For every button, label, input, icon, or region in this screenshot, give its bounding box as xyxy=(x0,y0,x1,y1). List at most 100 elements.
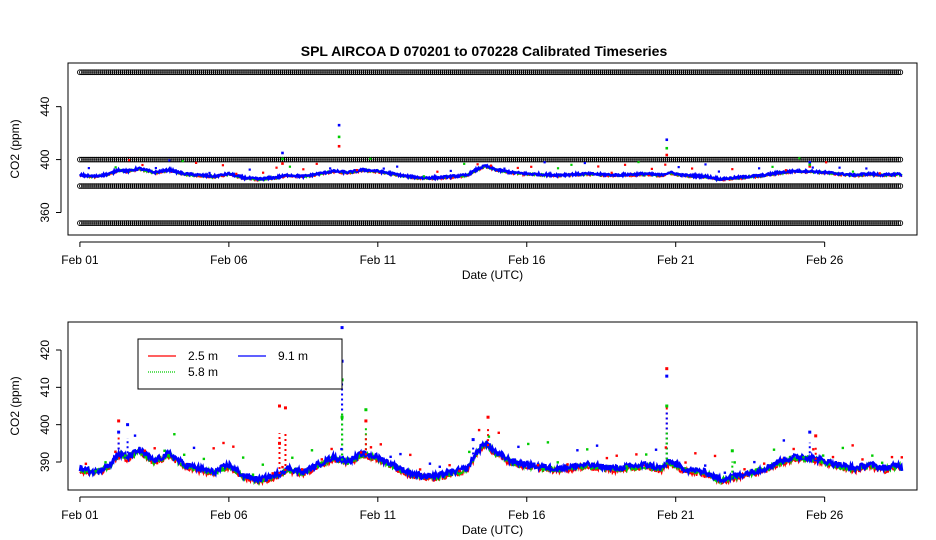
calibration-point xyxy=(340,220,347,226)
excursion-point xyxy=(202,457,206,461)
calibration-point xyxy=(320,156,326,163)
calibration-point xyxy=(879,183,885,189)
calibration-point xyxy=(447,69,454,76)
calibration-point xyxy=(897,69,904,76)
excursion-point xyxy=(340,447,343,451)
calibration-point xyxy=(769,69,776,76)
calibration-point xyxy=(360,156,367,163)
calibration-point xyxy=(885,220,892,226)
calibration-point xyxy=(828,69,835,76)
calibration-point xyxy=(771,220,778,226)
calibration-point xyxy=(332,156,339,163)
calibration-point xyxy=(711,183,717,189)
calibration-point xyxy=(194,183,201,189)
calibration-point xyxy=(646,183,652,189)
excursion-point xyxy=(583,161,586,165)
calibration-point xyxy=(101,69,108,76)
calibration-point xyxy=(322,156,328,163)
excursion-point xyxy=(104,461,107,464)
x-tick-label: Feb 11 xyxy=(360,508,397,522)
calibration-point xyxy=(579,156,586,163)
calibration-point xyxy=(174,156,180,163)
calibration-point xyxy=(194,69,201,76)
calibration-point xyxy=(632,156,638,163)
excursion-point xyxy=(251,473,255,476)
calibration-point xyxy=(711,220,717,226)
calibration-point xyxy=(662,183,669,189)
calibration-point xyxy=(544,69,551,76)
calibration-point xyxy=(777,220,784,226)
calibration-point xyxy=(316,220,322,226)
calibration-point xyxy=(222,69,229,76)
calibration-point xyxy=(472,220,478,226)
calibration-point xyxy=(137,69,144,76)
calibration-point xyxy=(565,156,571,163)
calibration-point xyxy=(713,69,719,76)
calibration-point xyxy=(658,156,665,163)
calibration-point xyxy=(403,220,409,226)
calibration-point xyxy=(237,69,243,76)
calibration-point xyxy=(386,183,393,189)
calibration-point xyxy=(322,220,328,226)
calibration-point xyxy=(577,69,584,76)
calibration-point xyxy=(368,220,375,226)
calibration-point xyxy=(733,69,740,76)
calibration-point xyxy=(828,156,835,163)
spike-point xyxy=(665,146,669,150)
calibration-point xyxy=(143,156,150,163)
calibration-point xyxy=(81,183,87,189)
calibration-point xyxy=(336,69,343,76)
calibration-point xyxy=(522,156,529,163)
calibration-point xyxy=(579,69,586,76)
calibration-point xyxy=(247,220,253,226)
calibration-point xyxy=(569,183,576,189)
calibration-point xyxy=(429,183,436,189)
calibration-point xyxy=(741,220,748,226)
calibration-point xyxy=(725,69,731,76)
calibration-point xyxy=(585,156,592,163)
excursion-point xyxy=(355,168,359,172)
calibration-point xyxy=(257,156,264,163)
calibration-point xyxy=(267,183,274,189)
calibration-point xyxy=(81,69,87,76)
calibration-point xyxy=(480,220,486,226)
calibration-point xyxy=(235,156,241,163)
calibration-point xyxy=(83,69,89,76)
calibration-row-400 xyxy=(77,156,904,163)
calibration-point xyxy=(721,183,727,189)
calibration-point xyxy=(846,69,853,76)
calibration-point xyxy=(382,220,389,226)
calibration-point xyxy=(293,156,300,163)
calibration-point xyxy=(654,69,661,76)
calibration-point xyxy=(589,220,596,226)
calibration-point xyxy=(340,156,347,163)
calibration-point xyxy=(759,183,766,189)
calibration-point xyxy=(763,220,770,226)
calibration-point xyxy=(794,156,800,163)
calibration-point xyxy=(773,183,780,189)
calibration-point xyxy=(184,220,191,226)
calibration-point xyxy=(125,220,132,226)
excursion-point xyxy=(623,163,627,166)
calibration-point xyxy=(105,156,112,163)
calibration-point xyxy=(593,220,600,226)
calibration-point xyxy=(423,69,430,76)
calibration-point xyxy=(344,156,351,163)
calibration-point xyxy=(403,183,409,189)
calibration-point xyxy=(226,156,233,163)
calibration-point xyxy=(344,183,351,189)
calibration-point xyxy=(247,156,253,163)
calibration-point xyxy=(200,183,207,189)
calibration-row-380 xyxy=(77,183,904,189)
calibration-point xyxy=(364,69,371,76)
calibration-point xyxy=(617,220,624,226)
calibration-point xyxy=(220,220,227,226)
calibration-point xyxy=(342,183,349,189)
calibration-point xyxy=(391,156,397,163)
calibration-point xyxy=(395,220,401,226)
spike-point xyxy=(730,449,734,453)
calibration-point xyxy=(563,220,569,226)
calibration-point xyxy=(273,220,280,226)
calibration-point xyxy=(836,156,843,163)
calibration-point xyxy=(678,183,685,189)
